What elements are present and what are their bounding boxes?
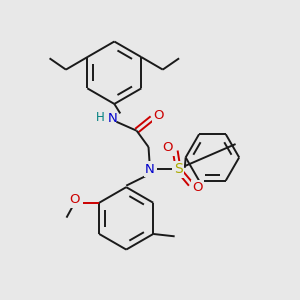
Text: O: O [69, 193, 80, 206]
Text: S: S [174, 162, 183, 176]
Text: O: O [192, 181, 202, 194]
Text: N: N [107, 112, 117, 125]
Text: O: O [163, 141, 173, 154]
Text: N: N [145, 163, 155, 176]
Text: O: O [153, 109, 164, 122]
Text: H: H [96, 111, 105, 124]
